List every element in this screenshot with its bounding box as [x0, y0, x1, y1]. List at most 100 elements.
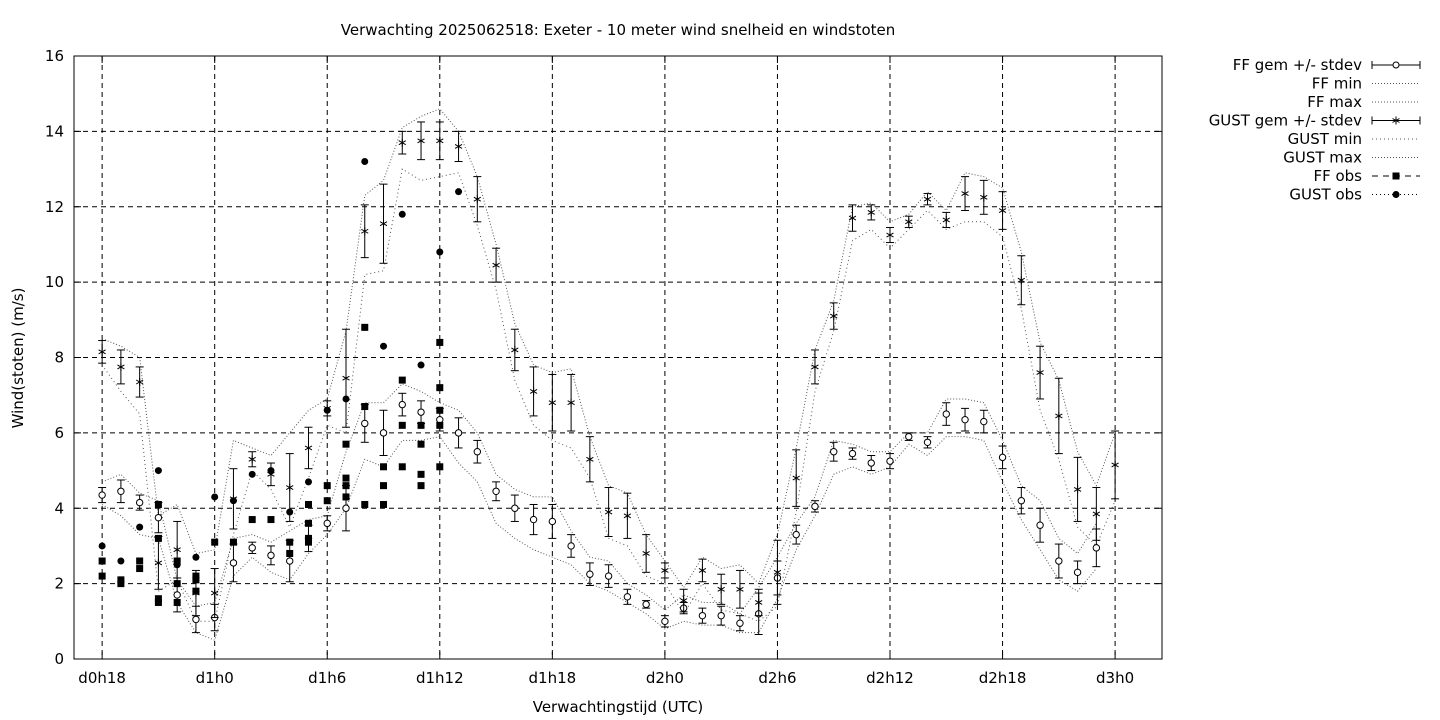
gust-mean-point: [436, 136, 444, 145]
ff-mean-point: [811, 502, 819, 511]
ff-mean-point: [511, 504, 519, 512]
ff-mean-point: [173, 591, 181, 599]
gust-mean-point: [304, 443, 313, 452]
ff-obs-point: [248, 516, 256, 524]
ff-mean-point: [886, 457, 894, 465]
legend-label: GUST obs: [1289, 186, 1362, 204]
legend-label: GUST min: [1288, 130, 1362, 148]
ff-mean-point: [529, 515, 538, 524]
x-tick-label: d3h0: [1096, 669, 1134, 687]
ff-mean-point: [792, 530, 800, 539]
x-tick-label: d1h6: [308, 669, 346, 687]
gust-obs-point: [323, 406, 331, 414]
ff-mean-point: [154, 513, 163, 522]
ff-mean-point: [361, 419, 369, 428]
gust-obs-point: [192, 553, 200, 561]
gust-mean-point: [511, 345, 519, 354]
gust-obs-point: [436, 248, 444, 256]
gust-obs-point: [267, 467, 275, 475]
y-tick-label: 2: [54, 575, 64, 593]
y-tick-label: 10: [45, 273, 64, 291]
gust-mean-point: [286, 483, 294, 492]
ff-obs-point: [436, 338, 444, 346]
gust-mean-point: [98, 347, 106, 356]
ff-mean-point: [454, 429, 463, 437]
gust-obs-point: [417, 361, 425, 369]
ff-obs-point: [436, 406, 444, 414]
gust-mean-point: [604, 508, 613, 517]
gust-mean-point: [1017, 276, 1026, 285]
gust-mean-point: [848, 214, 857, 223]
gust-mean-point: [492, 261, 500, 270]
ff-mean-point: [379, 429, 388, 437]
ff-obs-point: [192, 576, 200, 584]
ff-obs-point: [173, 557, 181, 565]
gust-mean-point: [905, 217, 913, 226]
x-tick-label: d1h12: [416, 669, 464, 687]
y-tick-label: 14: [45, 122, 64, 140]
ff-mean-point: [717, 611, 725, 620]
gust-mean-point: [980, 193, 988, 202]
x-axis-label: Verwachtingstijd (UTC): [533, 698, 704, 716]
x-tick-label: d1h0: [196, 669, 234, 687]
gust-mean-point: [473, 195, 482, 204]
gust-mean-point: [886, 231, 894, 240]
ff-obs-point: [154, 534, 162, 542]
legend-ff-marker: [1392, 61, 1400, 69]
gust-mean-point: [942, 215, 950, 224]
gust-mean-point: [661, 566, 669, 575]
gust-mean-point: [998, 206, 1007, 215]
gust-mean-point: [117, 362, 125, 371]
gust-mean-point: [210, 589, 219, 598]
gust-mean-point: [961, 189, 969, 198]
ff-obs-point: [173, 598, 181, 606]
ff-obs-point: [398, 421, 406, 429]
ff-mean-point: [492, 487, 500, 495]
ff-obs-point: [380, 500, 388, 508]
ff-obs-point: [304, 500, 312, 508]
ff-mean-point: [867, 459, 875, 467]
ff-mean-point: [286, 557, 294, 565]
ff-obs-point: [436, 463, 444, 471]
ff-obs-point: [173, 580, 181, 588]
gust-mean-point: [529, 387, 538, 396]
y-axis-label: Wind(stoten) (m/s): [9, 288, 27, 429]
ff-obs-point: [192, 587, 200, 595]
ff-mean-point: [1092, 544, 1101, 552]
gust-mean-point: [548, 398, 557, 407]
ff-mean-point: [1073, 568, 1082, 577]
gust-obs-point: [98, 542, 106, 550]
gust-mean-point: [830, 312, 838, 321]
ff-obs-point: [361, 402, 369, 410]
ff-obs-point: [304, 538, 312, 546]
ff-mean-point: [192, 615, 200, 624]
gust-mean-point: [811, 362, 819, 371]
gust-mean-point: [1036, 368, 1044, 377]
ff-mean-point: [248, 544, 256, 552]
ff-obs-point: [342, 440, 350, 448]
y-tick-label: 16: [45, 47, 64, 65]
ff-mean-point: [117, 487, 125, 495]
legend-label: FF min: [1312, 75, 1362, 93]
gust-mean-point: [135, 377, 144, 386]
ff-mean-point: [1036, 521, 1044, 529]
legend-label: GUST gem +/- stdev: [1209, 112, 1362, 130]
ff-obs-point: [417, 470, 425, 478]
ff-obs-point: [436, 384, 444, 392]
ff-mean-point: [604, 572, 613, 580]
x-tick-label: d2h12: [866, 669, 914, 687]
ff-mean-point: [1017, 497, 1026, 505]
ff-mean-point: [736, 619, 744, 627]
ff-mean-point: [473, 448, 482, 456]
legend-gust-marker: [1392, 116, 1400, 125]
gust-mean-point: [248, 455, 256, 464]
gust-mean-point: [1092, 509, 1101, 518]
ff-obs-point: [436, 421, 444, 429]
gust-obs-point: [173, 561, 181, 569]
ff-mean-point: [398, 400, 406, 409]
ff-obs-point: [136, 557, 144, 565]
gust-mean-point: [773, 568, 782, 577]
gust-mean-point: [698, 566, 707, 575]
ff-obs-point: [380, 482, 388, 490]
ff-obs-point: [229, 538, 237, 546]
